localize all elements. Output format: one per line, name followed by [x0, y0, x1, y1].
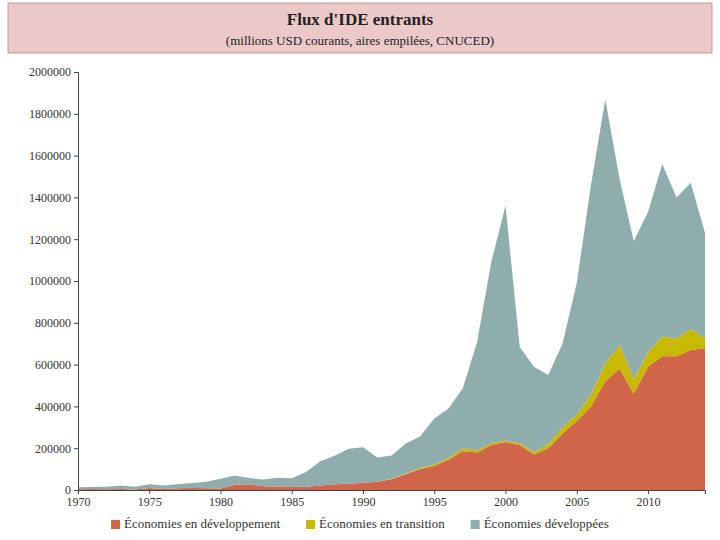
x-axis-line [79, 491, 706, 495]
x-tick: 1995 [423, 490, 447, 509]
legend-item: Économies développées [471, 516, 609, 531]
y-tick-label: 1600000 [29, 149, 71, 163]
x-tick-label: 1975 [138, 495, 162, 509]
legend: Économies en développement Économies en t… [111, 516, 609, 531]
x-tick-mark [577, 490, 578, 494]
x-tick: 1970 [67, 490, 91, 509]
y-tick-mark [74, 365, 78, 366]
y-tick: 1800000 [29, 107, 78, 121]
y-tick-label: 1000000 [29, 274, 71, 288]
x-tick-mark [78, 490, 79, 494]
y-tick: 1600000 [29, 149, 78, 163]
legend-swatch [471, 520, 480, 529]
x-tick-label: 1995 [423, 495, 447, 509]
x-tick-label: 1985 [280, 495, 304, 509]
legend-label: Économies développées [484, 516, 609, 531]
x-tick-mark [506, 490, 507, 494]
y-tick-label: 1200000 [29, 233, 71, 247]
y-tick-mark [74, 114, 78, 115]
x-tick-label: 1970 [67, 495, 91, 509]
plot-area [78, 99, 705, 490]
y-tick: 2000000 [29, 65, 78, 79]
legend-label: Économies en développement [124, 516, 280, 531]
y-tick-label: 200000 [35, 442, 71, 456]
x-tick: 1980 [209, 490, 233, 509]
y-tick-label: 600000 [35, 358, 71, 372]
y-tick: 1000000 [29, 274, 78, 288]
y-axis-line [74, 73, 79, 491]
legend-swatch [111, 520, 120, 529]
x-tick: 1985 [280, 490, 304, 509]
title: Flux d'IDE entrants [287, 10, 434, 29]
y-tick-label: 800000 [35, 316, 71, 330]
legend-item: Économies en développement [111, 516, 280, 531]
y-tick: 1400000 [29, 191, 78, 205]
y-tick: 800000 [35, 316, 78, 330]
x-tick: 2000 [494, 490, 518, 509]
legend-swatch [306, 520, 315, 529]
x-tick-mark [221, 490, 222, 494]
y-tick-mark [74, 281, 78, 282]
y-tick-mark [74, 239, 78, 240]
y-tick-mark [74, 72, 78, 73]
x-tick: 2010 [637, 490, 661, 509]
x-tick: 1990 [352, 490, 376, 509]
y-tick-label: 1400000 [29, 191, 71, 205]
x-tick-mark [292, 490, 293, 494]
x-tick-mark [434, 490, 435, 494]
y-tick-mark [74, 197, 78, 198]
x-tick-mark [363, 490, 364, 494]
x-tick-label: 2005 [565, 495, 589, 509]
x-tick: 2005 [565, 490, 589, 509]
subtitle: (millions USD courants, aires empilées, … [226, 33, 494, 48]
y-tick: 200000 [35, 442, 78, 456]
x-tick-label: 1980 [209, 495, 233, 509]
y-tick-mark [74, 406, 78, 407]
y-axis: 0200000400000600000800000100000012000001… [29, 65, 79, 497]
y-tick-mark [74, 323, 78, 324]
y-tick-label: 2000000 [29, 65, 71, 79]
legend-item: Économies en transition [306, 516, 445, 531]
x-tick-mark [648, 490, 649, 494]
x-tick-label: 2010 [637, 495, 661, 509]
y-tick-label: 1800000 [29, 107, 71, 121]
y-tick: 600000 [35, 358, 78, 372]
x-tick: 1975 [138, 490, 162, 509]
x-tick-mark [149, 490, 150, 494]
title-box [8, 3, 712, 53]
y-tick: 1200000 [29, 233, 78, 247]
y-tick-mark [74, 156, 78, 157]
y-tick-label: 400000 [35, 400, 71, 414]
chart: Flux d'IDE entrants (millions USD courant… [0, 0, 720, 540]
y-tick-mark [74, 490, 78, 491]
y-tick-mark [74, 448, 78, 449]
x-tick-label: 2000 [494, 495, 518, 509]
series-area [78, 99, 705, 489]
x-axis: 1970 1975 1980 1985 1990 1995 2000 2005 2010 [67, 490, 706, 509]
legend-label: Économies en transition [319, 516, 445, 531]
y-tick: 400000 [35, 400, 78, 414]
x-tick-label: 1990 [352, 495, 376, 509]
